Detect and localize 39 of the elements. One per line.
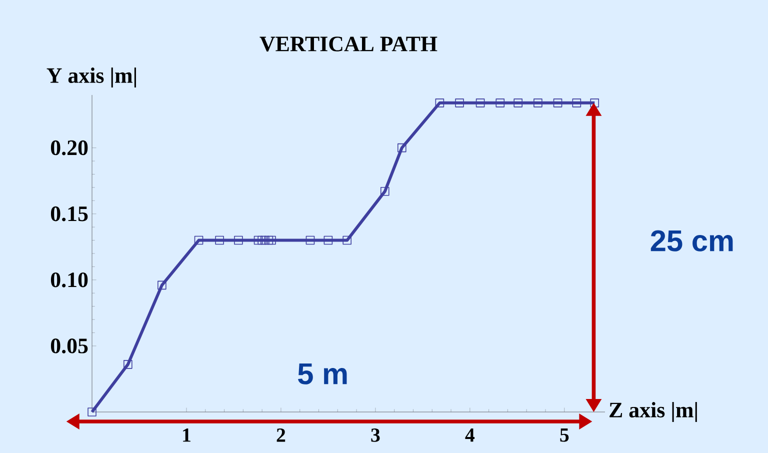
- point: [572, 98, 582, 108]
- x-tick-label: 4: [465, 428, 475, 442]
- point: [397, 143, 406, 152]
- y-tick-label: 0.10: [50, 272, 88, 288]
- point: [215, 236, 224, 245]
- x-tick-label: 1: [183, 428, 190, 442]
- point: [267, 236, 276, 245]
- x-axis-title: Z axis |m|: [610, 402, 697, 422]
- y-axis-title: Y axis |m|: [46, 68, 136, 88]
- annotation: 5 m: [298, 364, 347, 384]
- point: [124, 360, 132, 369]
- point: [254, 236, 263, 245]
- point: [158, 280, 166, 290]
- point: [306, 236, 315, 245]
- point: [455, 98, 464, 108]
- point: [260, 236, 270, 245]
- point: [514, 98, 522, 108]
- y-tick-label: 0.15: [50, 206, 88, 222]
- y-tick-label: 0.20: [50, 140, 88, 156]
- point: [553, 98, 562, 108]
- x-tick-label: 2: [276, 428, 286, 442]
- point: [380, 187, 390, 196]
- point: [590, 98, 600, 108]
- point: [435, 98, 444, 108]
- point: [496, 98, 505, 108]
- point: [476, 98, 485, 108]
- point: [534, 98, 542, 108]
- chart-title: VERTICAL PATH: [260, 36, 438, 52]
- point: [264, 236, 274, 245]
- point: [324, 236, 333, 245]
- point: [88, 408, 96, 416]
- point: [342, 236, 352, 245]
- point: [258, 236, 266, 245]
- point: [234, 236, 243, 245]
- text: 25 cm: [650, 230, 733, 252]
- x-tick-label: 5: [560, 428, 569, 442]
- y-tick-label: 0.05: [50, 338, 88, 354]
- x-tick-label: 3: [371, 428, 380, 442]
- point: [194, 236, 204, 245]
